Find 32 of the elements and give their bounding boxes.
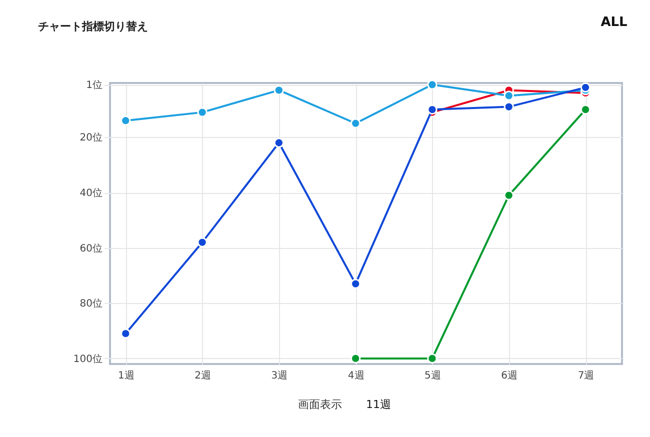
text: 11週 — [366, 398, 391, 411]
y-tick-label: 80位 — [80, 298, 102, 310]
point — [427, 104, 438, 115]
x-tick-label: 7週 — [578, 370, 594, 382]
x-tick-label: 3週 — [271, 370, 288, 382]
text: 画面表示 — [298, 398, 342, 411]
point — [427, 80, 438, 90]
point — [120, 328, 131, 339]
point — [580, 104, 591, 115]
y-tick-label: 1位 — [86, 79, 102, 92]
text: ALL — [600, 15, 628, 30]
y-tick-label: 20位 — [80, 132, 102, 144]
point — [350, 118, 361, 128]
y-tick-label: 60位 — [80, 242, 102, 254]
point — [274, 85, 284, 96]
point — [504, 90, 514, 101]
point — [427, 353, 438, 364]
x-tick-label: 6週 — [501, 370, 518, 382]
x-tick-label: 4週 — [348, 370, 364, 382]
point — [504, 102, 514, 112]
x-tick-label: 1週 — [118, 370, 134, 382]
y-tick-label: 100位 — [73, 352, 102, 365]
x-tick-label: 5週 — [424, 370, 441, 382]
point — [120, 116, 131, 126]
point — [504, 190, 514, 200]
point — [580, 82, 591, 92]
point — [350, 353, 361, 364]
y-tick-label: 40位 — [80, 187, 102, 200]
x-tick-label: 2週 — [194, 370, 211, 382]
point — [197, 237, 208, 248]
text: チャート指標切り替え — [38, 20, 148, 33]
point — [197, 107, 208, 118]
